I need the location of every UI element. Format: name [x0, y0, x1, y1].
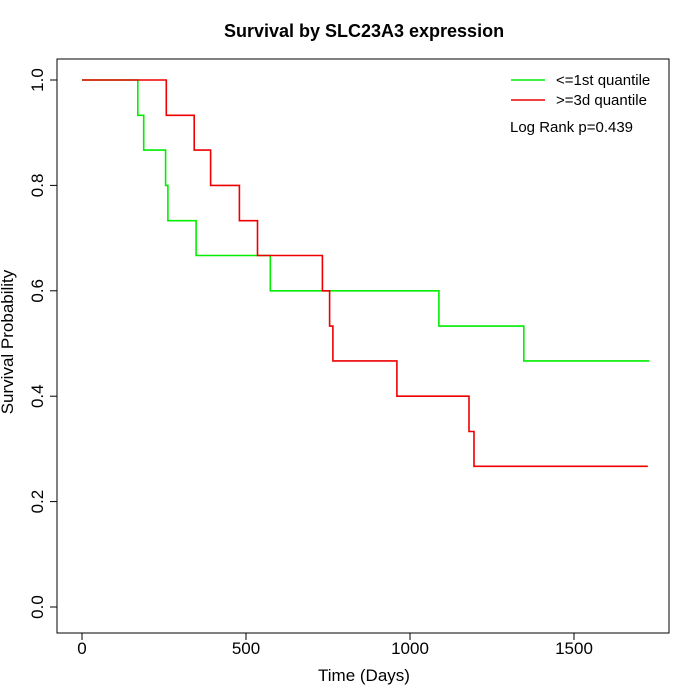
- series-layer: [82, 79, 650, 468]
- y-axis-label: Survival Probability: [0, 269, 17, 414]
- y-tick-label: 0.2: [28, 490, 47, 514]
- y-tick-label: 0.8: [28, 174, 47, 198]
- y-tick-label: 0.6: [28, 279, 47, 303]
- log-rank-annotation: Log Rank p=0.439: [510, 119, 633, 136]
- x-tick-label: 1500: [555, 639, 593, 658]
- legend: <=1st quantile >=3d quantile: [511, 72, 650, 109]
- y-tick-label: 1.0: [28, 68, 47, 92]
- y-axis: 0.0 0.2 0.4 0.6 0.8 1.0: [28, 68, 58, 619]
- chart-title: Survival by SLC23A3 expression: [224, 21, 504, 41]
- x-tick-label: 0: [77, 639, 86, 658]
- x-tick-label: 1000: [391, 639, 429, 658]
- legend-label: >=3d quantile: [556, 92, 647, 109]
- y-tick-label: 0.0: [28, 595, 47, 619]
- legend-label: <=1st quantile: [556, 72, 650, 89]
- x-axis: 0 500 1000 1500: [77, 632, 593, 658]
- survival-curve-2: [82, 79, 648, 468]
- plot-frame: [56, 58, 670, 634]
- x-axis-label: Time (Days): [318, 666, 410, 685]
- survival-curve-1: [82, 79, 650, 362]
- x-tick-label: 500: [232, 639, 260, 658]
- y-tick-label: 0.4: [28, 384, 47, 408]
